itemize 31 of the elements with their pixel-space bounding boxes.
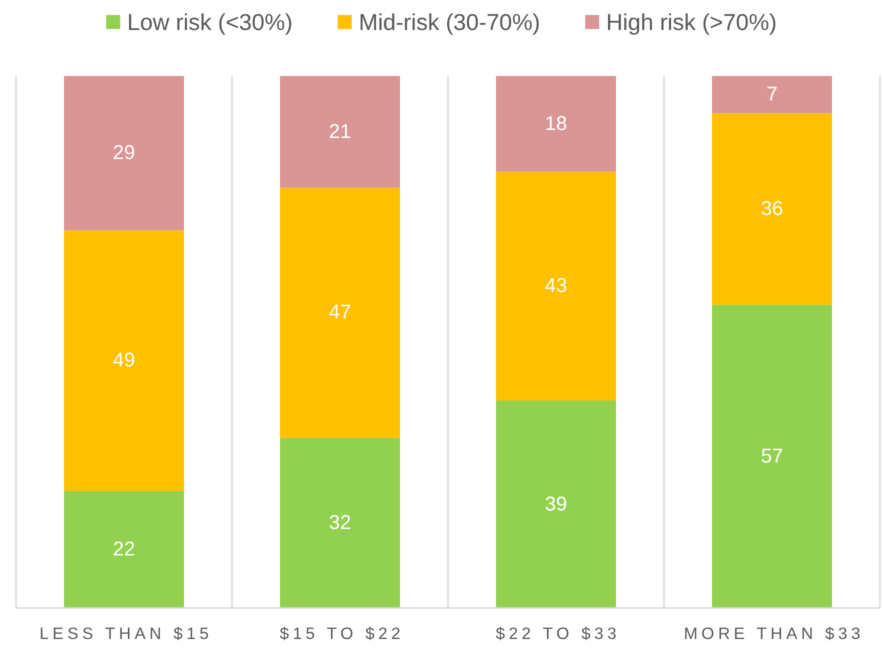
data-label: 7 — [766, 84, 778, 106]
data-label: 43 — [544, 275, 568, 298]
data-label: 21 — [328, 120, 352, 143]
data-label: 39 — [544, 493, 568, 516]
legend-label: Mid-risk (30-70%) — [358, 9, 540, 35]
bar — [280, 438, 400, 608]
x-tick-label: $15 TO $22 — [280, 625, 404, 643]
bar — [64, 230, 184, 491]
bar — [496, 400, 616, 608]
x-tick-label: LESS THAN $15 — [40, 625, 212, 643]
bar — [64, 490, 184, 608]
x-tick-label: MORE THAN $33 — [684, 625, 864, 643]
data-label: 36 — [760, 198, 784, 220]
bar — [496, 76, 616, 172]
bar — [496, 172, 616, 401]
bar — [64, 76, 184, 230]
bar — [712, 304, 832, 608]
data-label: 18 — [544, 112, 568, 135]
bar — [712, 113, 832, 305]
data-label: 29 — [112, 142, 136, 164]
legend-label: High risk (>70%) — [606, 9, 777, 35]
data-label: 22 — [112, 538, 136, 560]
bar — [712, 76, 832, 114]
bar — [280, 76, 400, 188]
data-label: 57 — [760, 445, 784, 468]
x-tick-label: $22 TO $33 — [496, 625, 620, 643]
data-label: 32 — [328, 512, 352, 534]
bar — [280, 188, 400, 438]
legend-label: Low risk (<30%) — [127, 9, 293, 35]
data-label: 49 — [112, 350, 136, 372]
data-label: 47 — [328, 302, 352, 324]
